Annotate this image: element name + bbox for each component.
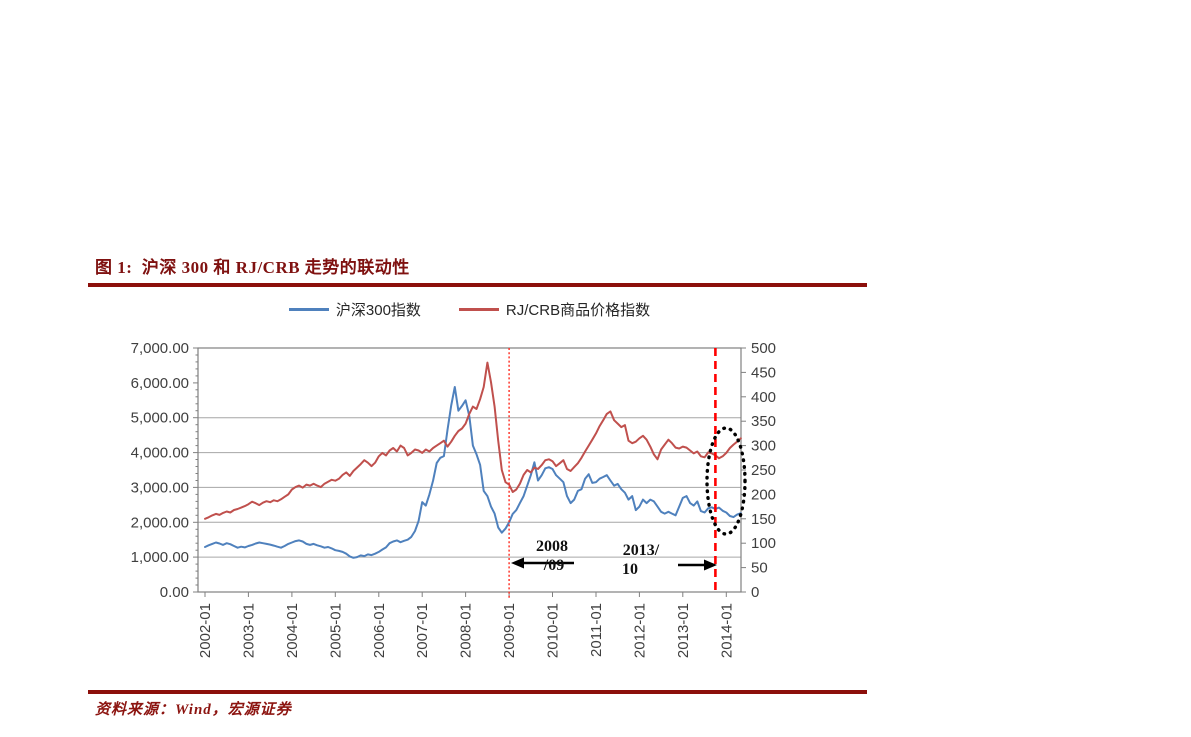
right-axis-label: 400: [751, 389, 776, 406]
right-axis-label: 250: [751, 462, 776, 479]
x-axis-label: 2006-01: [371, 603, 388, 658]
right-axis-label: 350: [751, 413, 776, 430]
right-axis-label: 450: [751, 364, 776, 381]
x-axis-label: 2002-01: [197, 603, 214, 658]
source-note: 资料来源：Wind，宏源证券: [95, 702, 292, 718]
arrow-to-2013-10-head: [704, 559, 717, 571]
right-axis-label: 200: [751, 486, 776, 503]
left-axis-label: 7,000.00: [131, 340, 189, 357]
right-axis-label: 50: [751, 560, 768, 577]
annotation-label: /09: [543, 557, 564, 574]
x-axis-label: 2012-01: [631, 603, 648, 658]
left-axis-label: 4,000.00: [131, 445, 189, 462]
left-axis-label: 2,000.00: [131, 514, 189, 531]
x-axis-label: 2014-01: [718, 603, 735, 658]
x-axis-label: 2003-01: [240, 603, 257, 658]
legend-item: 沪深300指数: [288, 299, 421, 320]
left-axis-label: 5,000.00: [131, 410, 189, 427]
x-axis-label: 2004-01: [284, 603, 301, 658]
legend-label: 沪深300指数: [335, 301, 421, 319]
x-axis-label: 2011-01: [588, 603, 605, 657]
annotation-label: 2008: [536, 538, 568, 555]
legend-label: RJ/CRB商品价格指数: [505, 301, 651, 319]
right-axis-label: 100: [751, 535, 776, 552]
left-axis-label: 1,000.00: [131, 549, 189, 566]
arrow-to-2009-head: [511, 557, 524, 569]
right-axis-label: 150: [751, 511, 776, 528]
legend-swatch-line: [458, 307, 499, 311]
figure-title: 图 1: 沪深 300 和 RJ/CRB 走势的联动性: [95, 258, 410, 277]
x-axis-label: 2008-01: [458, 603, 475, 658]
title-rule: [88, 283, 867, 287]
x-axis-label: 2010-01: [545, 603, 562, 658]
legend-item: RJ/CRB商品价格指数: [458, 299, 651, 320]
x-axis-label: 2007-01: [414, 603, 431, 658]
left-axis-label: 3,000.00: [131, 479, 189, 496]
legend-swatch-line: [288, 307, 329, 311]
x-axis-label: 2009-01: [501, 603, 518, 658]
annotation-label: 10: [622, 561, 638, 578]
series-line-1: [204, 361, 742, 520]
right-axis-label: 300: [751, 438, 776, 455]
x-axis-label: 2005-01: [327, 603, 344, 658]
chart-panel: [83, 288, 795, 685]
x-axis-label: 2013-01: [675, 603, 692, 658]
left-axis-label: 0.00: [160, 584, 189, 601]
series-line-0: [204, 386, 742, 559]
footer-rule: [88, 690, 867, 694]
plot-border: [197, 347, 742, 593]
right-axis-label: 0: [751, 584, 759, 601]
chart-legend: 沪深300指数 RJ/CRB商品价格指数: [198, 297, 741, 321]
right-axis-label: 500: [751, 340, 776, 357]
divergence-ellipse: [705, 426, 747, 536]
annotation-label: 2013/: [623, 542, 660, 559]
left-axis-label: 6,000.00: [131, 375, 189, 392]
